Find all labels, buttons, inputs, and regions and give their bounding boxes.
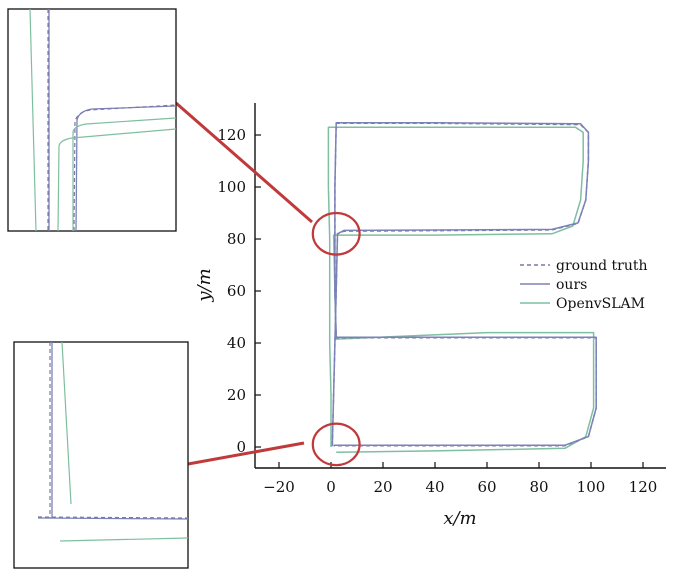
x-tick-label: −20: [263, 478, 295, 496]
plot-series: [327, 122, 597, 453]
x-tick-label: 20: [373, 478, 392, 496]
zoom-circle-bottom: [311, 422, 361, 467]
inset-top: [7, 8, 177, 232]
x-tick-label: 100: [577, 478, 606, 496]
y-tick-label: 60: [227, 282, 246, 300]
inset-bottom-frame: [13, 341, 189, 569]
zoom-circle-top: [311, 211, 361, 256]
inset-bottom-openvslam-horizontal: [59, 537, 188, 542]
inset-top-openvslam-corner: [57, 128, 176, 231]
x-tick-label: 120: [629, 478, 658, 496]
y-ticks: 0 20 40 60 80 100 120: [217, 126, 261, 456]
y-tick-label: 0: [236, 438, 246, 456]
legend-label-ground-truth: ground truth: [556, 258, 648, 274]
series-line-openvslam: [327, 126, 595, 453]
y-tick-label: 20: [227, 386, 246, 404]
zoom-circles: [311, 211, 361, 467]
inset-top-groundtruth-corner: [73, 104, 176, 231]
y-tick-label: 120: [217, 126, 246, 144]
legend-label-openvslam: OpenvSLAM: [556, 296, 645, 312]
x-tick-label: 80: [529, 478, 548, 496]
y-axis-label: y/m: [194, 268, 215, 302]
y-tick-label: 100: [217, 178, 246, 196]
x-ticks: −20 0 20 40 60 80 100 120: [263, 462, 657, 496]
inset-bottom: [13, 341, 189, 569]
x-tick-label: 40: [425, 478, 444, 496]
inset-top-openvslam-inner: [72, 117, 176, 231]
zoom-connector-bottom: [187, 441, 305, 466]
y-tick-label: 80: [227, 230, 246, 248]
inset-top-openvslam-vertical: [29, 9, 37, 231]
series-line-ours: [331, 122, 597, 447]
inset-bottom-ours-horizontal: [37, 517, 188, 520]
x-tick-label: 60: [477, 478, 496, 496]
inset-bottom-openvslam-vertical: [61, 342, 72, 505]
x-tick-label: 0: [326, 478, 336, 496]
x-axis-label: x/m: [443, 508, 476, 529]
zoom-connector-top: [175, 101, 313, 224]
axes: −20 0 20 40 60 80 100 120 0 20 40 60 80 100 120: [217, 103, 666, 496]
legend-label-ours: ours: [556, 277, 587, 293]
legend: ground truth ours OpenvSLAM: [520, 258, 648, 312]
y-tick-label: 40: [227, 334, 246, 352]
